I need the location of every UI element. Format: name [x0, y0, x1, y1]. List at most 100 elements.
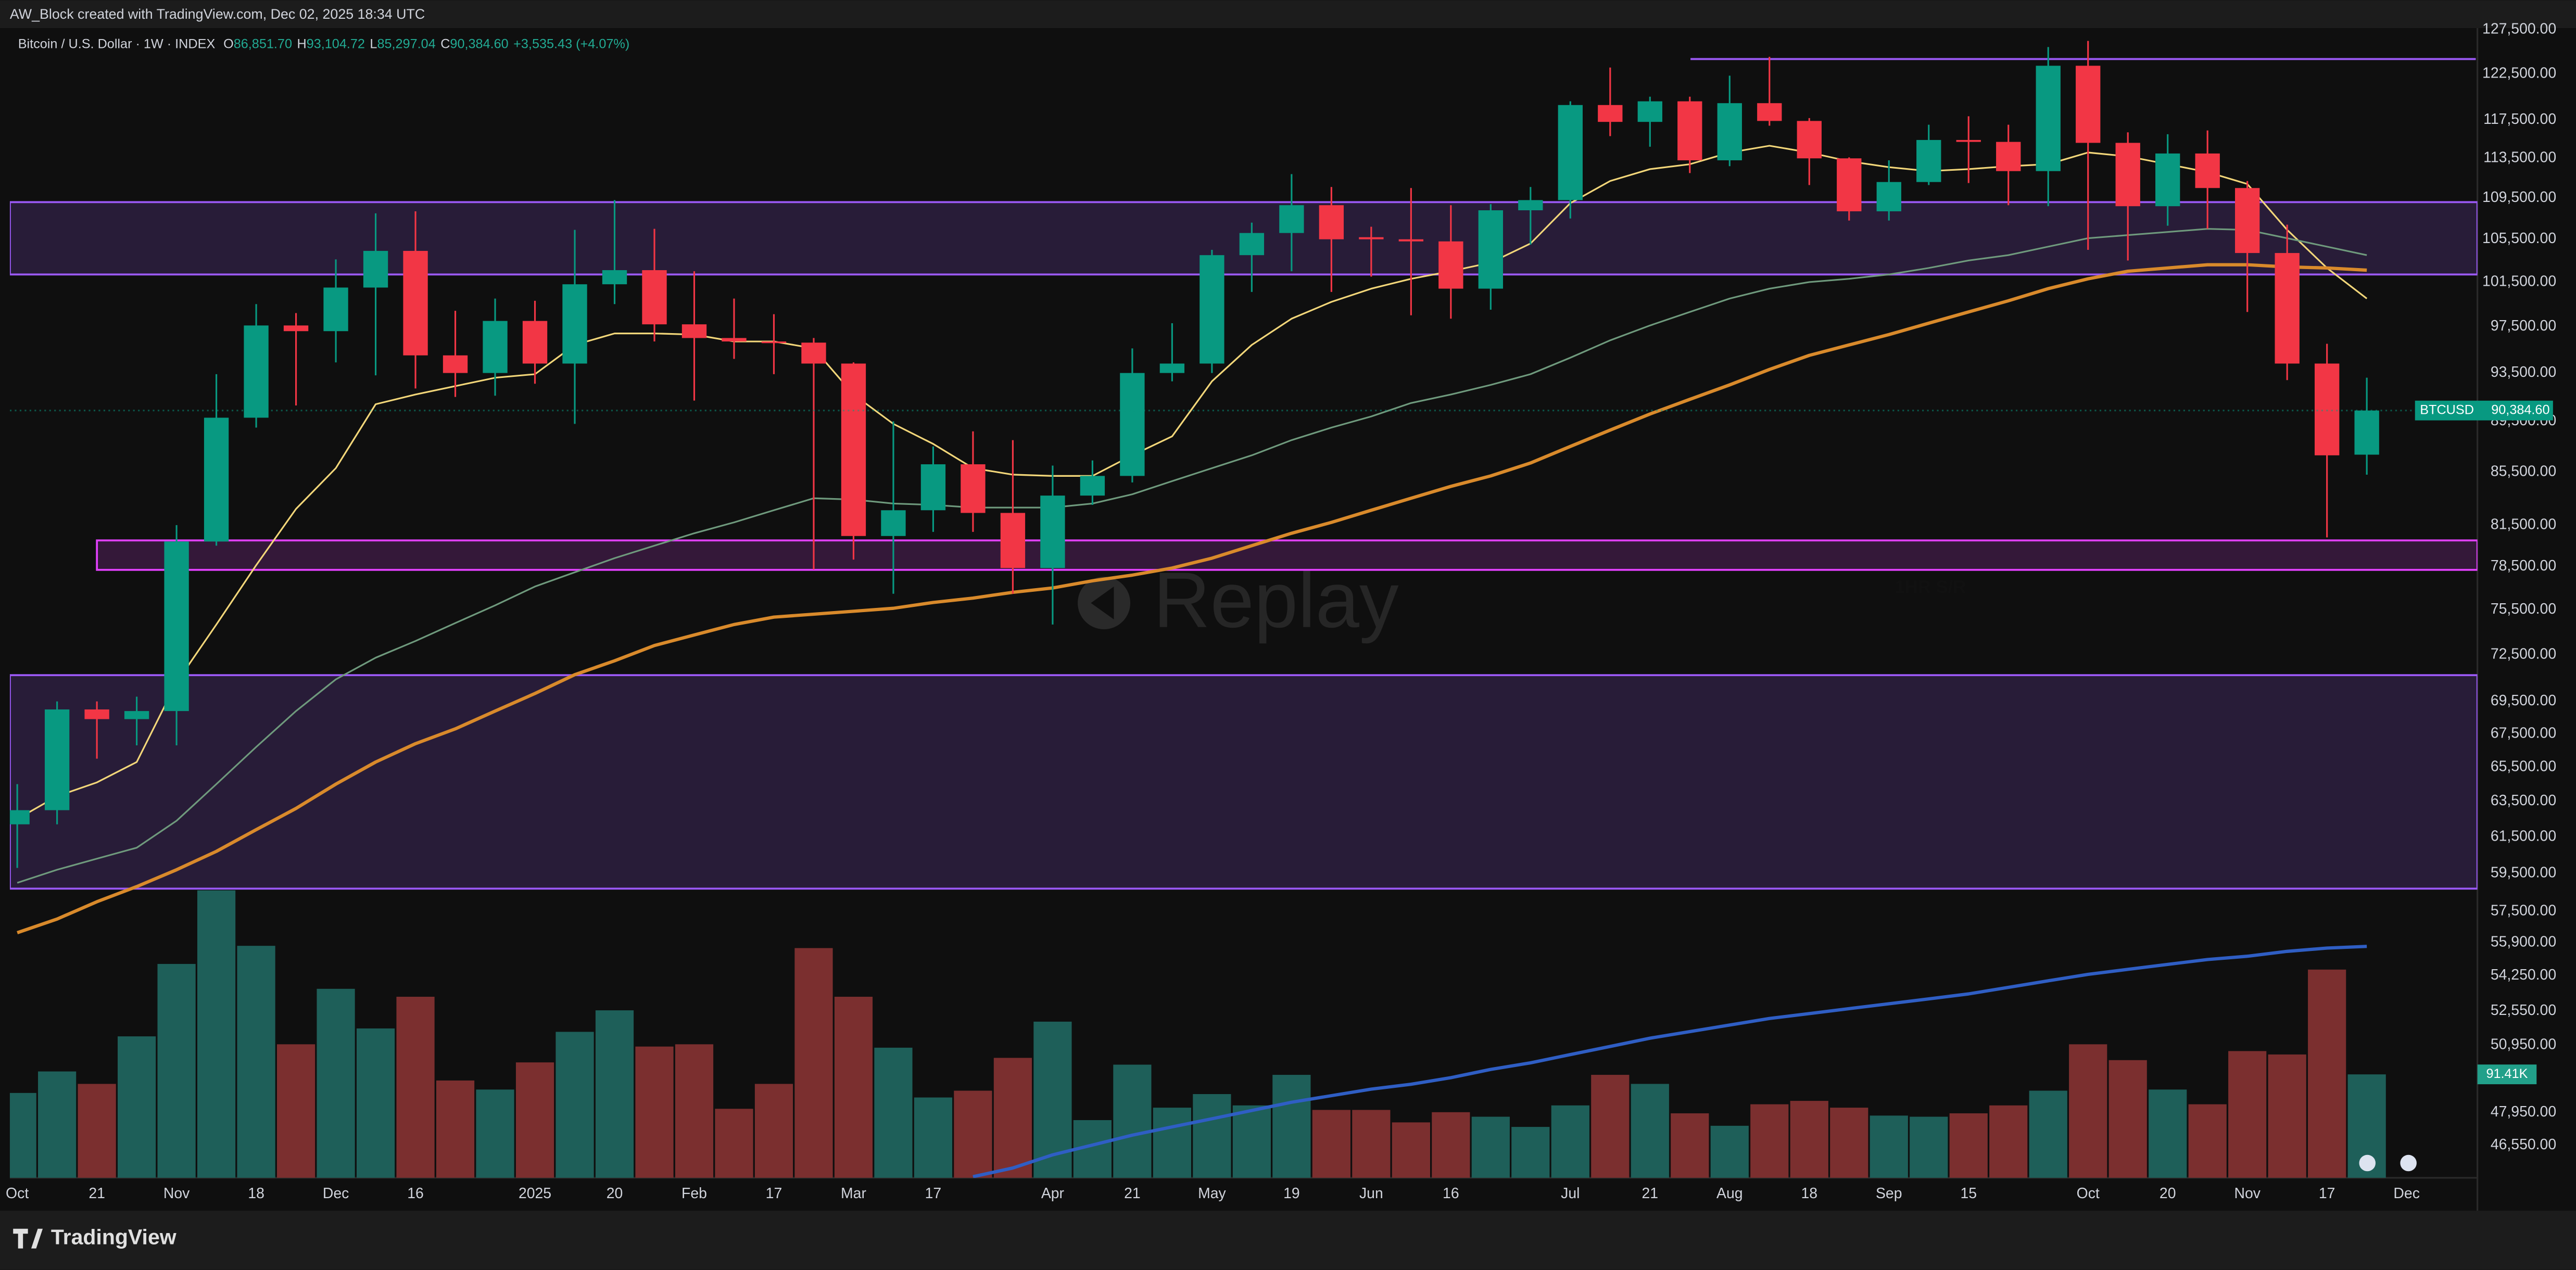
y-tick-label: 93,500.00	[2491, 364, 2556, 380]
x-tick-label: 18	[248, 1185, 264, 1202]
y-tick-label: 69,500.00	[2491, 692, 2556, 709]
candle-body	[1120, 373, 1145, 476]
footer-bar	[0, 1211, 2576, 1270]
candle-body	[1398, 239, 1424, 242]
volume-bar	[276, 1044, 315, 1178]
volume-bar	[476, 1089, 514, 1178]
legend-change: +3,535.43 (+4.07%)	[513, 36, 629, 51]
legend-key: O	[223, 36, 234, 51]
x-tick-label: Nov	[163, 1185, 190, 1202]
volume-bar	[874, 1047, 913, 1178]
x-tick-label: 21	[1124, 1185, 1141, 1202]
candle-body	[1558, 105, 1583, 200]
candle-body	[1677, 101, 1702, 160]
y-tick-label: 75,500.00	[2491, 601, 2556, 617]
candle-body	[2275, 253, 2300, 364]
candle-body	[920, 464, 946, 511]
y-tick-label: 67,500.00	[2491, 725, 2556, 741]
volume-bar	[1272, 1075, 1311, 1178]
x-tick-label: 16	[407, 1185, 424, 1202]
candle-body	[522, 321, 548, 364]
badges: BTCUSD 90,384.60 91.41K	[2415, 400, 2553, 1085]
x-tick-label: 19	[1283, 1185, 1300, 1202]
y-tick-label: 47,950.00	[2491, 1103, 2556, 1120]
volume-bar	[1511, 1127, 1550, 1178]
candle-body	[443, 355, 468, 373]
y-tick-label: 122,500.00	[2482, 65, 2556, 81]
volume-bar	[635, 1046, 674, 1178]
volume-bar	[2108, 1060, 2147, 1178]
x-tick-label: 15	[1960, 1185, 1977, 1202]
volume-bar	[2228, 1051, 2267, 1178]
volume-bar	[396, 997, 435, 1178]
price-badge-symbol: BTCUSD	[2420, 402, 2474, 417]
candle-body	[483, 321, 508, 373]
candle-body	[1239, 233, 1265, 256]
candle-body	[363, 251, 388, 288]
header-bar	[0, 0, 2576, 29]
volume-bar	[1989, 1105, 2028, 1178]
moving-average-line	[17, 145, 2368, 820]
creator: AW_Block created with TradingView.com, D…	[10, 6, 425, 22]
candle-body	[1757, 103, 1782, 121]
x-tick-label: Apr	[1041, 1185, 1064, 1202]
volume-bar	[1830, 1108, 1868, 1178]
volume-bar	[1750, 1104, 1789, 1178]
volume-bar	[675, 1044, 714, 1178]
x-tick-label: 20	[2160, 1185, 2176, 1202]
y-tick-label: 117,500.00	[2483, 111, 2556, 128]
volume-badge	[2477, 1064, 2537, 1085]
x-tick-label: Jul	[1561, 1185, 1580, 1202]
x-tick-label: Feb	[681, 1185, 707, 1202]
candle-body	[1837, 158, 1862, 211]
x-tick-label: Aug	[1716, 1185, 1743, 1202]
x-tick-label: Sep	[1876, 1185, 1902, 1202]
y-tick-label: 101,500.00	[2482, 273, 2556, 289]
volume-bar	[794, 948, 833, 1178]
candle-body	[1359, 237, 1384, 239]
candle-body	[84, 709, 109, 719]
y-tick-label: 113,500.00	[2483, 149, 2556, 166]
volume-bar	[1870, 1115, 1908, 1178]
plot-area: Replay	[9, 41, 2478, 1178]
candle-body	[403, 251, 428, 355]
candle-body	[681, 324, 707, 338]
volume-bar	[954, 1090, 992, 1178]
y-tick-label: 57,500.00	[2491, 902, 2556, 919]
candle-body	[1637, 101, 1662, 122]
candle-body	[1956, 139, 1981, 142]
y-tick-label: 109,500.00	[2482, 189, 2556, 206]
x-tick-label: 17	[2319, 1185, 2335, 1202]
candle-body	[1438, 241, 1463, 289]
volume-bar	[834, 997, 873, 1178]
volume-bar	[2149, 1089, 2187, 1178]
x-tick-label: Dec	[2393, 1185, 2419, 1202]
watermark-text: Replay	[1153, 556, 1399, 644]
candle-body	[602, 270, 627, 285]
candle-body	[1000, 513, 1026, 568]
x-tick-label: 17	[925, 1185, 942, 1202]
x-tick-label: Mar	[841, 1185, 866, 1202]
legend-value: 90,384.60	[450, 36, 508, 51]
volume-bar	[1591, 1075, 1630, 1178]
moving-average-line	[17, 263, 2367, 934]
candle-body	[1040, 496, 1065, 568]
y-tick-label: 55,900.00	[2491, 933, 2556, 950]
candle-body	[1199, 255, 1224, 364]
volume-bar	[595, 1010, 634, 1178]
y-tick-label: 85,500.00	[2491, 463, 2556, 479]
legend-value: 85,297.04	[377, 36, 435, 51]
candle-body	[801, 342, 826, 364]
candle-body	[1478, 210, 1504, 289]
legend-key: C	[440, 36, 450, 51]
volume-bar	[237, 946, 275, 1178]
volume-bar	[1232, 1105, 1271, 1178]
candle-body	[124, 711, 149, 719]
volume-bar	[356, 1028, 395, 1178]
zone	[9, 674, 2478, 890]
volume-bar	[197, 890, 236, 1178]
volume-bar	[1671, 1113, 1709, 1178]
y-tick-label: 63,500.00	[2491, 792, 2556, 809]
volume-bar	[2188, 1104, 2227, 1178]
